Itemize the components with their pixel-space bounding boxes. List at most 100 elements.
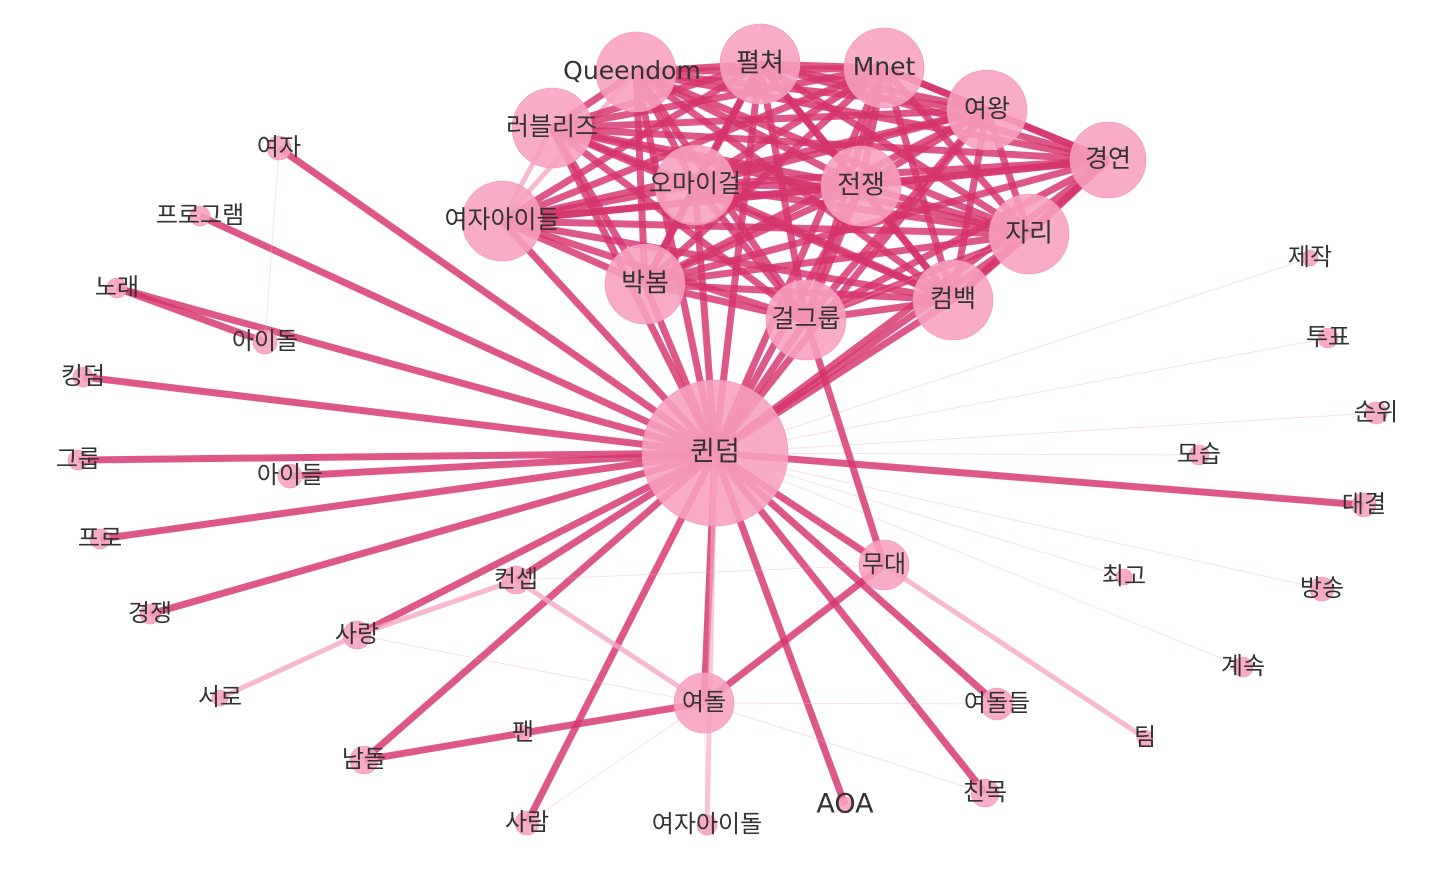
edge-love-eachother xyxy=(218,632,359,701)
node-label-best: 최고 xyxy=(1102,562,1146,590)
node-label-parkbom: 박봄 xyxy=(621,269,669,299)
node-label-concept: 컨셉 xyxy=(494,565,538,593)
node-pro xyxy=(89,528,111,550)
node-aoa xyxy=(836,796,854,814)
node-label-contest: 경연 xyxy=(1085,144,1131,173)
node-label-friendship: 친목 xyxy=(963,778,1007,806)
node-kingdom xyxy=(72,366,94,388)
node-label-kingdom: 킹덤 xyxy=(61,362,105,390)
edge-queendom_ko-rank xyxy=(714,412,1377,454)
edge-queendom_ko-continue xyxy=(714,452,1244,668)
node-label-person: 사람 xyxy=(505,808,549,836)
edge-stage-team xyxy=(882,562,1147,741)
node-label-war: 전쟁 xyxy=(837,171,885,201)
node-girlgroup xyxy=(765,279,847,361)
node-stage xyxy=(858,539,910,591)
node-competition xyxy=(139,603,161,625)
edge-girlgroup-stage xyxy=(802,318,888,567)
node-label-group: 그룹 xyxy=(56,445,100,473)
node-label-production: 제작 xyxy=(1288,243,1332,271)
edge-queendom_ko-vote xyxy=(714,337,1329,454)
edge-mnet-comeback xyxy=(880,67,957,301)
node-eachother xyxy=(211,689,229,707)
node-match xyxy=(1351,492,1377,518)
node-label-rank: 순위 xyxy=(1354,398,1398,426)
node-label-vote: 투표 xyxy=(1306,323,1350,351)
node-label-idol1: 아이돌 xyxy=(232,327,298,355)
node-label-appearance: 모습 xyxy=(1177,440,1221,468)
node-label-ohmygirl: 오마이걸 xyxy=(649,169,741,198)
node-feature xyxy=(719,23,801,105)
node-label-continue: 계속 xyxy=(1221,652,1265,680)
node-rank xyxy=(1364,401,1388,425)
node-label-girlidols: 여돌들 xyxy=(964,689,1030,717)
node-layer xyxy=(67,23,1388,836)
node-label-queen: 여왕 xyxy=(964,94,1010,123)
node-team xyxy=(1136,729,1154,747)
edge-queendom_ko-appearance xyxy=(714,452,1200,456)
node-queen xyxy=(946,69,1028,151)
node-label-match: 대결 xyxy=(1342,490,1386,518)
edge-queendom_ko-match xyxy=(714,449,1365,509)
edge-queendom_ko-woman xyxy=(276,145,718,456)
edge-queendom_en-queen xyxy=(635,68,988,114)
node-broadcast xyxy=(1309,576,1335,602)
node-label-feature: 펼쳐 xyxy=(736,49,784,79)
node-label-woman: 여자 xyxy=(257,133,301,161)
node-label-team: 팀 xyxy=(1134,723,1156,751)
node-gidle xyxy=(461,180,543,262)
node-label-girlidol_full: 여자아이돌 xyxy=(652,810,762,838)
node-comeback xyxy=(912,259,994,341)
node-vote xyxy=(1317,327,1339,349)
node-label-aoa: AOA xyxy=(816,789,874,820)
node-girlidols xyxy=(980,687,1014,721)
node-label-queendom_ko: 퀸덤 xyxy=(690,437,740,468)
node-song xyxy=(106,277,128,299)
node-label-fan: 팬 xyxy=(512,718,534,746)
edge-queen-lovelyz xyxy=(551,106,988,132)
edge-fan-girlidol xyxy=(522,699,705,737)
node-label-mnet: Mnet xyxy=(853,52,916,81)
node-group xyxy=(67,449,89,471)
node-lovelyz xyxy=(511,87,593,169)
node-ohmygirl xyxy=(654,144,736,226)
node-queendom_ko xyxy=(641,379,789,527)
edge-love-girlidol xyxy=(356,634,705,704)
node-label-queendom_en: Queendom xyxy=(563,56,701,85)
node-parkbom xyxy=(604,243,686,325)
node-queendom_en xyxy=(595,31,677,113)
node-label-program: 프로그램 xyxy=(156,201,244,229)
edge-seat-parkbom xyxy=(644,230,1030,288)
edge-queendom_ko-broadcast xyxy=(714,452,1323,590)
edge-concept-girlidol xyxy=(514,577,706,706)
node-label-idols: 아이들 xyxy=(257,461,323,489)
node-label-lovelyz: 러블리즈 xyxy=(506,112,598,141)
edge-contest-lovelyz xyxy=(551,124,1109,164)
node-love xyxy=(342,620,372,650)
node-program xyxy=(189,205,211,227)
edge-song-idol1 xyxy=(115,284,267,346)
edge-queendom_ko-pro xyxy=(99,449,716,543)
node-contest xyxy=(1069,121,1147,199)
edge-queendom_ko-program xyxy=(198,212,717,457)
edge-queendom_ko-song xyxy=(116,284,716,457)
node-girlidol xyxy=(673,672,735,734)
node-label-seat: 자리 xyxy=(1005,219,1053,249)
node-mnet xyxy=(843,27,925,109)
edge-girlidol-friendship xyxy=(703,702,986,794)
edge-gidle-seat xyxy=(501,217,1030,238)
node-best xyxy=(1115,568,1133,586)
node-fan xyxy=(514,724,532,742)
node-idols xyxy=(277,463,303,489)
edge-mnet-lovelyz xyxy=(551,64,885,132)
node-woman xyxy=(266,135,292,161)
edge-queendom_ko-boyidol xyxy=(361,450,718,763)
node-concept xyxy=(501,565,531,595)
edge-concept-stage xyxy=(515,564,885,581)
node-label-stage: 무대 xyxy=(862,550,906,578)
edge-gidle-comeback xyxy=(501,217,954,304)
node-label-girlgroup: 걸그룹 xyxy=(771,304,840,333)
edge-love-concept xyxy=(356,577,517,638)
